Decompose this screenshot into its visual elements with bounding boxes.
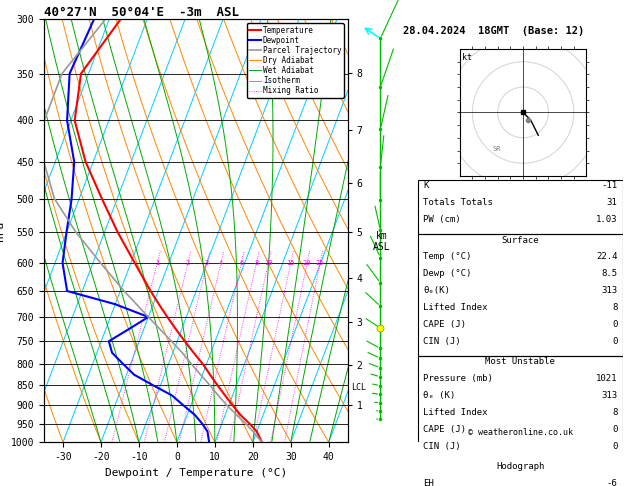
Text: -11: -11 <box>601 181 617 191</box>
Text: 0: 0 <box>612 425 617 434</box>
Text: CAPE (J): CAPE (J) <box>423 425 467 434</box>
Text: 8.5: 8.5 <box>601 269 617 278</box>
Text: 313: 313 <box>601 391 617 400</box>
Text: 15: 15 <box>287 260 295 266</box>
Text: CAPE (J): CAPE (J) <box>423 320 467 329</box>
Text: Most Unstable: Most Unstable <box>486 357 555 366</box>
X-axis label: Dewpoint / Temperature (°C): Dewpoint / Temperature (°C) <box>105 468 287 478</box>
Text: 0: 0 <box>612 320 617 329</box>
Text: © weatheronline.co.uk: © weatheronline.co.uk <box>468 428 573 437</box>
Text: 31: 31 <box>606 198 617 208</box>
Text: K: K <box>423 181 429 191</box>
Text: PW (cm): PW (cm) <box>423 215 461 224</box>
Bar <box>418 234 623 356</box>
Y-axis label: hPa: hPa <box>0 221 5 241</box>
Y-axis label: km
ASL: km ASL <box>373 231 391 252</box>
Bar <box>418 461 623 486</box>
Text: 8: 8 <box>612 303 617 312</box>
Text: 20: 20 <box>303 260 311 266</box>
Bar <box>418 356 623 461</box>
Text: 4: 4 <box>219 260 223 266</box>
Text: LCL: LCL <box>351 383 365 392</box>
Text: 1021: 1021 <box>596 374 617 383</box>
Text: Hodograph: Hodograph <box>496 462 545 471</box>
Text: 8: 8 <box>612 408 617 417</box>
Text: 2: 2 <box>186 260 190 266</box>
Text: EH: EH <box>423 479 434 486</box>
Text: 0: 0 <box>612 337 617 346</box>
Text: 1: 1 <box>155 260 159 266</box>
Text: Dewp (°C): Dewp (°C) <box>423 269 472 278</box>
Text: CIN (J): CIN (J) <box>423 337 461 346</box>
Text: 313: 313 <box>601 286 617 295</box>
Text: Pressure (mb): Pressure (mb) <box>423 374 493 383</box>
Text: Temp (°C): Temp (°C) <box>423 252 472 261</box>
Text: 25: 25 <box>316 260 325 266</box>
Bar <box>418 180 623 234</box>
Text: -6: -6 <box>606 479 617 486</box>
Text: 6: 6 <box>239 260 243 266</box>
Text: 0: 0 <box>612 442 617 451</box>
Text: Lifted Index: Lifted Index <box>423 303 488 312</box>
Text: CIN (J): CIN (J) <box>423 442 461 451</box>
Text: 8: 8 <box>254 260 259 266</box>
Text: Surface: Surface <box>501 236 539 244</box>
Text: 28.04.2024  18GMT  (Base: 12): 28.04.2024 18GMT (Base: 12) <box>403 26 584 36</box>
Legend: Temperature, Dewpoint, Parcel Trajectory, Dry Adiabat, Wet Adiabat, Isotherm, Mi: Temperature, Dewpoint, Parcel Trajectory… <box>247 23 344 98</box>
Text: 10: 10 <box>264 260 272 266</box>
Text: 3: 3 <box>205 260 209 266</box>
Text: 1.03: 1.03 <box>596 215 617 224</box>
Text: Totals Totals: Totals Totals <box>423 198 493 208</box>
Text: θₑ (K): θₑ (K) <box>423 391 455 400</box>
Text: 22.4: 22.4 <box>596 252 617 261</box>
Text: Lifted Index: Lifted Index <box>423 408 488 417</box>
Text: 40°27'N  50°04'E  -3m  ASL: 40°27'N 50°04'E -3m ASL <box>44 6 239 19</box>
Text: θₑ(K): θₑ(K) <box>423 286 450 295</box>
